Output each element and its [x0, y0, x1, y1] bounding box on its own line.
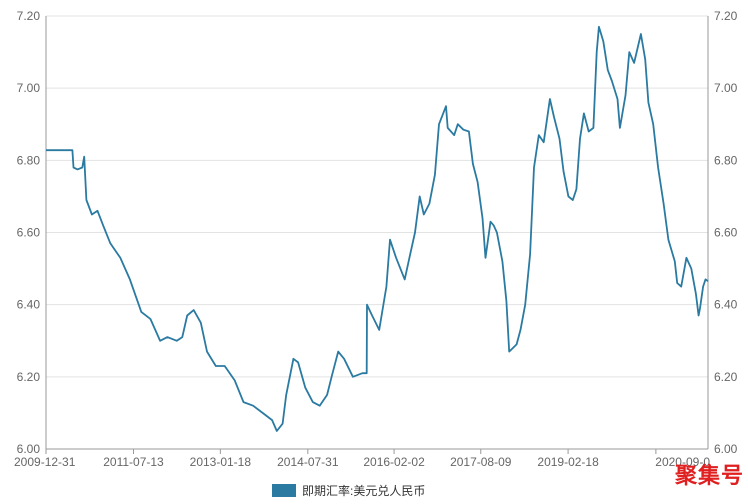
y-tick-label-left: 6.20	[17, 370, 41, 384]
y-tick-label-right: 6.00	[714, 442, 738, 456]
x-tick-label: 2016-02-02	[363, 455, 425, 469]
x-tick-label: 2020-09-0	[655, 455, 710, 469]
x-tick-label: 2011-07-13	[103, 455, 164, 469]
axes	[45, 16, 709, 450]
y-tick-label-right: 6.20	[714, 370, 738, 384]
y-axis-right-ticks: 6.00 6.20 6.40 6.60 6.80 7.00 7.20	[714, 9, 738, 456]
x-axis-ticks: 2009-12-31 2011-07-13 2013-01-18 2014-07-31…	[14, 449, 710, 469]
y-tick-label-right: 6.60	[714, 226, 738, 240]
watermark: 聚集号	[674, 464, 744, 489]
x-tick-label: 2009-12-31	[14, 455, 76, 469]
x-tick-label: 2014-07-31	[277, 455, 339, 469]
y-tick-label-left: 6.80	[17, 153, 41, 167]
y-axis-left-ticks: 6.00 6.20 6.40 6.60 6.80 7.00 7.20	[17, 9, 41, 456]
y-tick-label-left: 7.00	[17, 81, 41, 95]
y-tick-label-right: 6.40	[714, 298, 738, 312]
y-tick-label-right: 6.80	[714, 153, 738, 167]
legend-swatch	[272, 484, 296, 497]
y-tick-label-left: 7.20	[17, 9, 41, 23]
y-tick-label-left: 6.00	[17, 442, 41, 456]
grid-lines	[46, 15, 708, 450]
series-line	[46, 25, 709, 432]
legend[interactable]: 即期汇率:美元兑人民币	[272, 483, 425, 498]
x-tick-label: 2013-01-18	[190, 455, 252, 469]
y-tick-label-right: 7.00	[714, 81, 738, 95]
y-tick-label-left: 6.40	[17, 298, 41, 312]
x-tick-label: 2017-08-09	[450, 455, 512, 469]
legend-label: 即期汇率:美元兑人民币	[302, 483, 425, 498]
x-tick-label: 2019-02-18	[537, 455, 599, 469]
series-layer	[46, 25, 709, 432]
y-tick-label-left: 6.60	[17, 226, 41, 240]
y-tick-label-right: 7.20	[714, 9, 738, 23]
